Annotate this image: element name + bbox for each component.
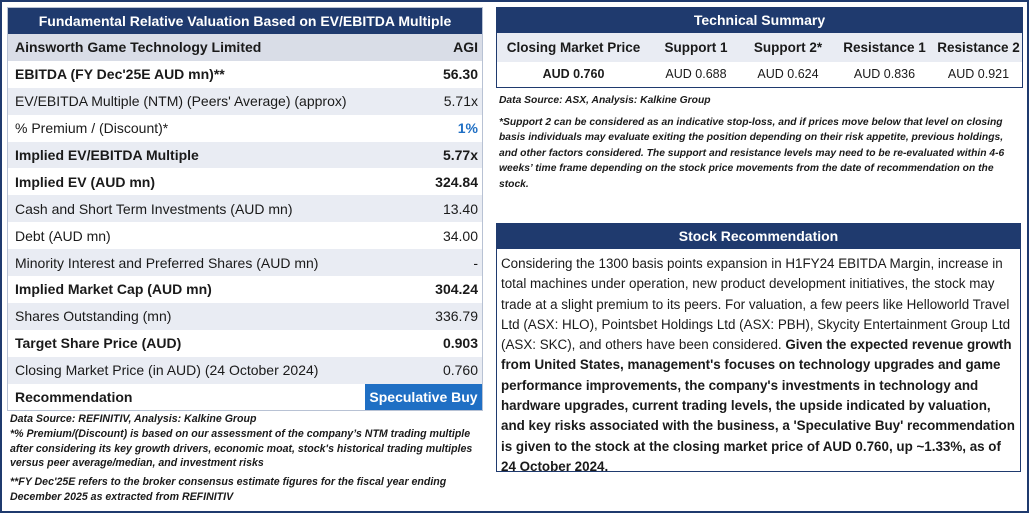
row-value: 5.71x <box>443 93 478 110</box>
header-resistance-2: Resistance 2 <box>935 33 1022 62</box>
recommendation-text-bold: Given the expected revenue growth from U… <box>501 337 1015 474</box>
technical-grid: Closing Market Price Support 1 Support 2… <box>497 33 1022 87</box>
row-label: EV/EBITDA Multiple (NTM) (Peers' Average… <box>15 93 347 110</box>
row-label: Shares Outstanding (mn) <box>15 308 172 325</box>
row-value: 0.903 <box>442 335 478 352</box>
company-name: Ainsworth Game Technology Limited <box>15 39 262 56</box>
row-label: Implied EV/EBITDA Multiple <box>15 147 199 163</box>
recommendation-text-plain: Considering the 1300 basis points expans… <box>501 256 1011 353</box>
row-value: - <box>473 254 478 271</box>
valuation-title: Fundamental Relative Valuation Based on … <box>8 8 482 34</box>
ebitda-row: EBITDA (FY Dec'25E AUD mn)** 56.30 <box>8 61 482 88</box>
recommendation-label: Recommendation <box>15 389 133 406</box>
row-value: 324.84 <box>435 173 478 190</box>
row-value: 0.760 <box>442 362 478 379</box>
row-label: Target Share Price (AUD) <box>15 335 182 352</box>
header-closing-price: Closing Market Price <box>497 33 650 62</box>
header-support-1: Support 1 <box>650 33 742 62</box>
valuation-source: Data Source: REFINITIV, Analysis: Kalkin… <box>10 413 257 425</box>
premium-row: % Premium / (Discount)* 1% <box>8 115 482 142</box>
minority-row: Minority Interest and Preferred Shares (… <box>8 249 482 277</box>
recommendation-text: Considering the 1300 basis points expans… <box>497 249 1020 477</box>
peers-multiple-row: EV/EBITDA Multiple (NTM) (Peers' Average… <box>8 87 482 115</box>
company-ticker: AGI <box>453 39 478 56</box>
row-label: Closing Market Price (in AUD) (24 Octobe… <box>15 362 319 379</box>
stock-recommendation: Stock Recommendation Considering the 130… <box>496 223 1021 474</box>
recommendation-title: Stock Recommendation <box>497 224 1020 249</box>
value-resistance-1: AUD 0.836 <box>853 67 916 81</box>
valuation-table: Fundamental Relative Valuation Based on … <box>7 7 483 412</box>
row-label: Implied Market Cap (AUD mn) <box>15 281 212 298</box>
debt-row: Debt (AUD mn) 34.00 <box>8 222 482 249</box>
premium-note: *% Premium/(Discount) is based on our as… <box>10 427 473 470</box>
fy-note: **FY Dec'25E refers to the broker consen… <box>10 476 447 503</box>
implied-multiple-row: Implied EV/EBITDA Multiple 5.77x <box>8 141 482 169</box>
technical-title: Technical Summary <box>497 8 1022 33</box>
row-label: Implied EV (AUD mn) <box>15 173 156 190</box>
closing-price-row: Closing Market Price (in AUD) (24 Octobe… <box>8 356 482 384</box>
market-cap-row: Implied Market Cap (AUD mn) 304.24 <box>8 276 482 303</box>
header-support-2: Support 2* <box>742 33 834 62</box>
row-label: Debt (AUD mn) <box>15 227 111 244</box>
row-value: 304.24 <box>435 281 478 298</box>
row-label: Cash and Short Term Investments (AUD mn) <box>15 200 293 217</box>
value-closing-price: AUD 0.760 <box>542 67 605 81</box>
recommendation-row: Recommendation Speculative Buy <box>8 383 482 411</box>
row-label: EBITDA (FY Dec'25E AUD mn)** <box>15 66 225 83</box>
implied-ev-row: Implied EV (AUD mn) 324.84 <box>8 168 482 195</box>
valuation-notes: Data Source: REFINITIV, Analysis: Kalkin… <box>10 412 482 505</box>
value-support-2: AUD 0.624 <box>757 67 819 81</box>
row-value: 34.00 <box>442 227 478 244</box>
row-value: 13.40 <box>442 200 478 217</box>
technical-source: Data Source: ASX, Analysis: Kalkine Grou… <box>499 95 711 106</box>
premium-value: 1% <box>457 120 478 137</box>
support-note: *Support 2 can be considered as an indic… <box>499 116 1005 190</box>
row-value: 5.77x <box>442 147 478 163</box>
cash-row: Cash and Short Term Investments (AUD mn)… <box>8 195 482 223</box>
technical-notes: Data Source: ASX, Analysis: Kalkine Grou… <box>499 93 1019 192</box>
row-label: % Premium / (Discount)* <box>15 120 169 137</box>
value-resistance-2: AUD 0.921 <box>947 67 1010 81</box>
target-price-row: Target Share Price (AUD) 0.903 <box>8 330 482 357</box>
value-support-1: AUD 0.688 <box>665 67 727 81</box>
recommendation-badge: Speculative Buy <box>365 383 482 411</box>
company-row: Ainsworth Game Technology Limited AGI <box>8 34 482 61</box>
header-resistance-1: Resistance 1 <box>834 33 935 62</box>
row-label: Minority Interest and Preferred Shares (… <box>15 254 319 271</box>
shares-row: Shares Outstanding (mn) 336.79 <box>8 302 482 330</box>
row-value: 56.30 <box>442 66 478 83</box>
technical-summary: Technical Summary Closing Market Price S… <box>496 7 1023 88</box>
row-value: 336.79 <box>435 308 478 325</box>
